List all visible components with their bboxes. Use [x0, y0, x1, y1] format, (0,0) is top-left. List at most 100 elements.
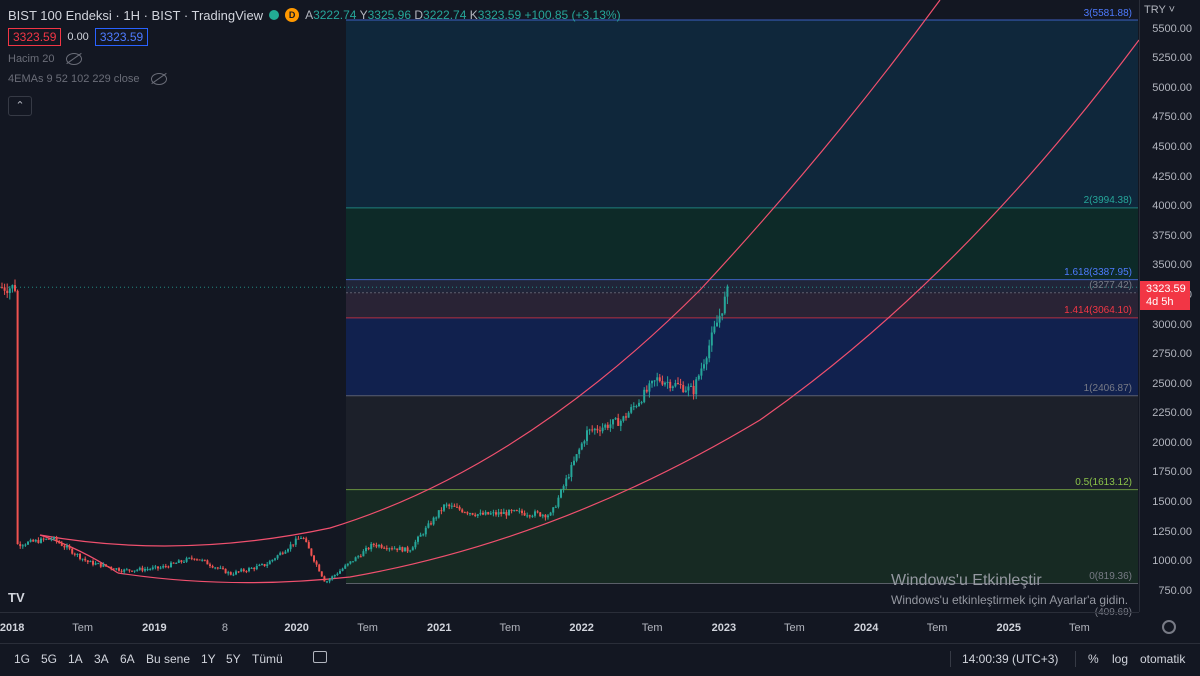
candle-body	[258, 564, 261, 566]
market-status-icon[interactable]	[269, 10, 280, 20]
currency-selector[interactable]: TRY ˅	[1144, 4, 1176, 16]
candle-body	[177, 560, 180, 563]
range-button[interactable]: 6A	[120, 652, 135, 666]
candle-body	[198, 559, 201, 561]
candle-body	[92, 561, 94, 565]
tradingview-logo-icon[interactable]: TV	[8, 590, 25, 605]
price-chart[interactable]	[0, 0, 1139, 612]
candle-body	[320, 571, 323, 577]
fib-zone	[346, 20, 1138, 208]
candle-body	[391, 548, 393, 550]
time-axis[interactable]	[0, 612, 1139, 643]
candle-body	[60, 543, 63, 546]
price-tick: 4000.00	[1152, 200, 1192, 213]
date-range-icon[interactable]	[313, 651, 327, 663]
auto-scale-toggle[interactable]: otomatik	[1140, 652, 1186, 666]
candle-body	[666, 381, 669, 383]
price-tick: 1250.00	[1152, 525, 1192, 538]
candle-body	[206, 560, 209, 565]
candle-body	[664, 382, 666, 385]
chevron-up-icon[interactable]: ⌃	[8, 96, 32, 116]
candle-body	[136, 569, 139, 571]
candle-body	[580, 443, 583, 450]
range-button[interactable]: 5G	[41, 652, 58, 666]
candle-body	[604, 424, 607, 428]
candle-body	[682, 385, 685, 393]
percent-toggle[interactable]: %	[1088, 652, 1099, 666]
candle-body	[640, 402, 643, 404]
candle-body	[313, 555, 315, 562]
price-axis[interactable]	[1139, 0, 1200, 612]
eye-hidden-icon[interactable]	[151, 73, 168, 85]
range-button[interactable]: 1G	[14, 652, 31, 666]
candle-body	[484, 512, 487, 515]
candle-body	[141, 567, 144, 571]
candle-body	[370, 543, 373, 550]
range-button[interactable]: Bu sene	[146, 652, 191, 666]
fib-zone	[346, 395, 1138, 490]
candle-body	[274, 558, 276, 560]
candle-body	[76, 553, 79, 555]
candle-body	[34, 539, 37, 542]
candle-body	[99, 563, 102, 567]
range-button[interactable]: 3A	[94, 652, 109, 666]
delayed-badge[interactable]: D	[285, 8, 300, 22]
candle-body	[216, 567, 219, 569]
candle-body	[45, 538, 48, 540]
price-tick: 3750.00	[1152, 229, 1192, 242]
upper-arc	[39, 0, 941, 547]
candle-body	[86, 560, 89, 563]
candle-body	[453, 505, 456, 507]
price-tick: 1750.00	[1152, 466, 1192, 479]
candle-body	[375, 544, 378, 547]
range-button[interactable]: Tümü	[252, 652, 283, 666]
gear-icon[interactable]	[1162, 620, 1176, 634]
candle-body	[359, 556, 362, 558]
candle-body	[573, 460, 575, 465]
candle-body	[105, 564, 107, 567]
eye-hidden-icon[interactable]	[66, 53, 83, 65]
price-tick: 5000.00	[1152, 81, 1192, 94]
last-price-label: 3323.59 4d 5h	[1140, 281, 1190, 310]
candle-body	[388, 548, 391, 550]
range-button[interactable]: 1Y	[201, 652, 216, 666]
candle-body	[21, 545, 24, 547]
candle-body	[53, 537, 55, 540]
candle-body	[466, 512, 469, 514]
log-toggle[interactable]: log	[1112, 652, 1129, 666]
candle-body	[16, 290, 19, 545]
range-button[interactable]: 5Y	[226, 652, 241, 666]
candle-body	[367, 547, 370, 550]
candle-body	[66, 545, 68, 548]
candle-body	[401, 547, 404, 552]
sell-price[interactable]: 3323.59	[8, 28, 62, 46]
clock[interactable]: 14:00:39 (UTC+3)	[962, 652, 1059, 666]
candle-body	[726, 286, 729, 297]
candle-body	[385, 548, 388, 550]
candle-body	[671, 386, 674, 389]
candle-body	[697, 375, 700, 380]
candle-body	[690, 385, 692, 387]
fib-zone	[346, 317, 1138, 396]
candle-body	[89, 561, 92, 563]
symbol-title[interactable]: BIST 100 Endeksi · 1H · BIST · TradingVi…	[8, 7, 264, 23]
indicator-volume[interactable]: Hacim 20	[8, 53, 55, 65]
candle-body	[521, 510, 523, 514]
candle-body	[133, 570, 136, 572]
candle-body	[3, 287, 6, 291]
candle-body	[154, 566, 157, 568]
bottom-toolbar	[0, 643, 1200, 676]
candle-body	[419, 534, 422, 537]
candle-body	[125, 569, 128, 571]
candle-body	[380, 544, 383, 548]
candle-body	[287, 549, 289, 552]
chart-legend: BIST 100 Endeksi · 1H · BIST · TradingVi…	[8, 6, 621, 88]
buy-price[interactable]: 3323.59	[94, 28, 149, 46]
candle-body	[294, 538, 297, 545]
range-button[interactable]: 1A	[68, 652, 83, 666]
candle-body	[443, 504, 445, 511]
indicator-emas[interactable]: 4EMAs 9 52 102 229 close	[8, 73, 140, 85]
candle-body	[276, 555, 279, 559]
candle-body	[71, 548, 74, 554]
candle-body	[703, 364, 705, 369]
